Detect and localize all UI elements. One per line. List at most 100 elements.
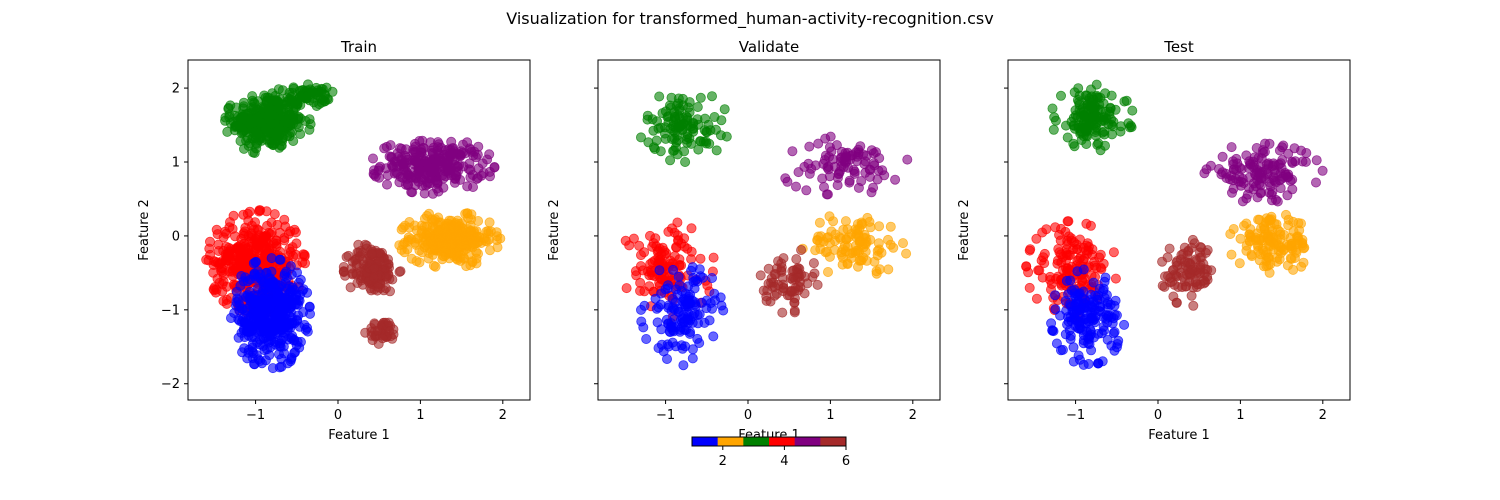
scatter-point [1051, 338, 1062, 349]
scatter-point [654, 91, 665, 102]
scatter-point [250, 257, 261, 268]
scatter-point [641, 333, 652, 344]
scatter-point [1095, 306, 1106, 317]
scatter-point [663, 280, 674, 291]
y-tick-label: 0 [172, 229, 180, 244]
scatter-point [1074, 253, 1085, 264]
scatter-point [673, 306, 684, 317]
scatter-point [686, 246, 697, 257]
scatter-point [672, 130, 683, 141]
scatter-point [275, 254, 286, 265]
scatter-point [280, 221, 291, 232]
scatter-point [819, 181, 830, 192]
scatter-point [683, 281, 694, 292]
y-tick-label: 1 [172, 156, 180, 171]
scatter-point [277, 327, 288, 338]
scatter-point [422, 177, 433, 188]
scatter-point [814, 217, 825, 228]
scatter-point [426, 214, 437, 225]
scatter-point [1264, 138, 1275, 149]
x-tick-label: 2 [499, 408, 507, 423]
scatter-points [1021, 79, 1328, 370]
scatter-point [246, 232, 257, 243]
scatter-point [636, 304, 647, 315]
scatter-point [299, 258, 310, 269]
panels: −1 0 1 2 −2 −1 0 1 2 Train Feature 1 Feature 2 −1 0 1 2… [137, 38, 1351, 443]
scatter-point [396, 244, 407, 255]
scatter-point [366, 285, 377, 296]
scatter-point [1045, 271, 1056, 282]
scatter-point [1111, 342, 1122, 353]
colorbar-segment [743, 437, 770, 446]
scatter-point [1083, 338, 1094, 349]
scatter-point [872, 250, 883, 261]
scatter-point [1253, 245, 1264, 256]
scatter-point [263, 112, 274, 123]
y-tick-label: −2 [161, 377, 180, 392]
scatter-point [1237, 196, 1248, 207]
scatter-point [822, 162, 833, 173]
scatter-point [635, 277, 646, 288]
scatter-point [462, 181, 473, 192]
scatter-point [840, 157, 851, 168]
scatter-point [1187, 264, 1198, 275]
scatter-point [1126, 122, 1137, 133]
scatter-point [804, 141, 815, 152]
scatter-point [1085, 220, 1096, 231]
scatter-point [432, 142, 443, 153]
scatter-point [649, 143, 660, 154]
axes-frame [597, 59, 941, 401]
scatter-point [636, 316, 647, 327]
scatter-point [898, 238, 909, 249]
scatter-point [286, 91, 297, 102]
scatter-point [235, 280, 246, 291]
scatter-point [1281, 209, 1292, 220]
scatter-point [885, 221, 896, 232]
scatter-point [1110, 295, 1121, 306]
scatter-point [1250, 235, 1261, 246]
scatter-point [1081, 326, 1092, 337]
scatter-point [795, 276, 806, 287]
scatter-point [715, 130, 726, 141]
scatter-point [1301, 147, 1312, 158]
scatter-point [221, 294, 232, 305]
scatter-point [1287, 156, 1298, 167]
scatter-point [769, 281, 780, 292]
scatter-point [639, 247, 650, 258]
scatter-point [1162, 252, 1173, 263]
scatter-point [715, 292, 726, 303]
scatter-point [1290, 239, 1301, 250]
scatter-point [238, 126, 249, 137]
scatter-point [217, 279, 228, 290]
scatter-point [718, 305, 729, 316]
scatter-point [1269, 175, 1280, 186]
scatter-point [220, 115, 231, 126]
scatter-point [1167, 265, 1178, 276]
x-tick-label: −1 [246, 408, 265, 423]
scatter-point [1311, 155, 1322, 166]
scatter-point [208, 259, 219, 270]
scatter-point [1274, 254, 1285, 265]
colorbar-frame [691, 436, 847, 447]
scatter-point [631, 270, 642, 281]
scatter-point [778, 253, 789, 264]
scatter-point [225, 100, 236, 111]
scatter-point [1031, 293, 1042, 304]
scatter-point [621, 283, 632, 294]
scatter-point [696, 297, 707, 308]
scatter-point [418, 142, 429, 153]
y-tick-label: 2 [172, 82, 180, 97]
scatter-point [1171, 297, 1182, 308]
scatter-point [466, 209, 477, 220]
scatter-point [1050, 304, 1061, 315]
scatter-point [1054, 247, 1065, 258]
scatter-point [1082, 238, 1093, 249]
scatter-point [695, 253, 706, 264]
scatter-point [420, 235, 431, 246]
panel-title: Test [1163, 38, 1194, 56]
scatter-point [254, 308, 265, 319]
scatter-point [853, 182, 864, 193]
scatter-point [1311, 177, 1322, 188]
colorbar-tick-label: 6 [842, 454, 850, 469]
scatter-point [464, 143, 475, 154]
